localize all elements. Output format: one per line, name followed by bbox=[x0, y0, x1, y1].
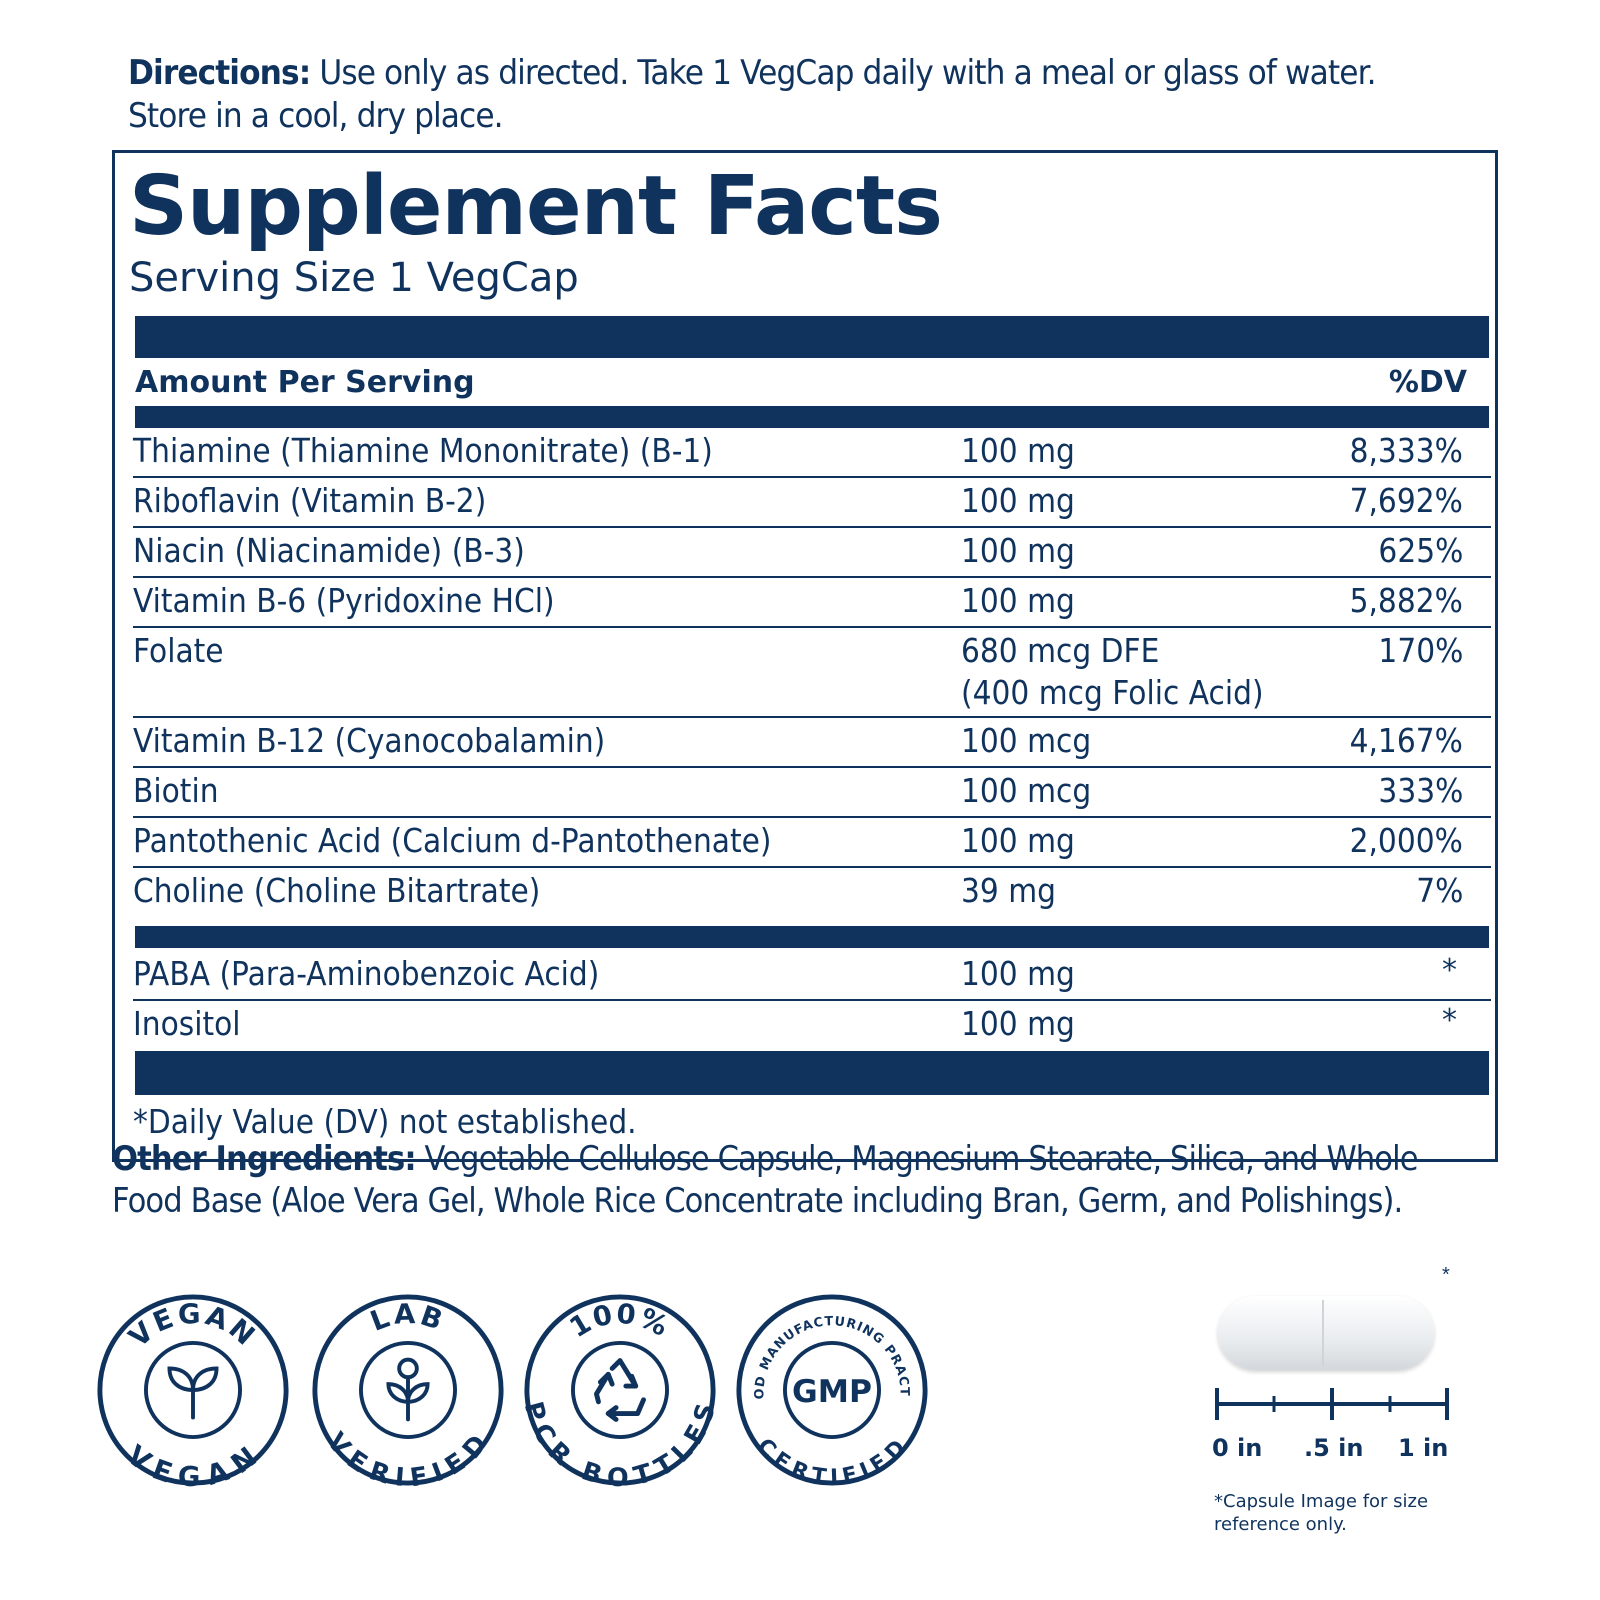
nutrient-row: Riboflavin (Vitamin B-2) 100 mg 7,692% bbox=[133, 478, 1491, 528]
folate-amount-dfe: 680 mcg DFE bbox=[961, 631, 1160, 670]
nutrient-amount: 100 mg bbox=[961, 954, 1075, 993]
nutrient-row: PABA (Para-Aminobenzoic Acid) 100 mg * bbox=[133, 951, 1491, 1001]
size-ruler bbox=[1215, 1388, 1449, 1420]
supplement-facts-panel: Supplement Facts Serving Size 1 VegCap A… bbox=[112, 150, 1498, 1162]
dv-footnote: *Daily Value (DV) not established. bbox=[133, 1102, 637, 1141]
svg-text:VEGAN: VEGAN bbox=[124, 1299, 263, 1354]
capsule-asterisk: * bbox=[1442, 1264, 1450, 1286]
nutrient-row: Thiamine (Thiamine Mononitrate) (B-1) 10… bbox=[133, 428, 1491, 478]
divider-bar-top bbox=[135, 316, 1489, 358]
nutrient-dv: 4,167% bbox=[1349, 721, 1463, 760]
gmp-center-text: GMP bbox=[792, 1374, 872, 1410]
sprout-icon bbox=[167, 1366, 219, 1420]
nutrient-amount: 680 mcg DFE (400 mcg Folic Acid) bbox=[961, 630, 1264, 714]
other-ingredients-body: Vegetable Cellulose Capsule, Magnesium S… bbox=[112, 1139, 1419, 1221]
amount-per-serving-header: Amount Per Serving bbox=[135, 365, 475, 400]
pcr-bottles-badge: 100% PCR BOTTLES bbox=[518, 1292, 720, 1493]
nutrient-name: Choline (Choline Bitartrate) bbox=[133, 871, 541, 910]
nutrient-name: Biotin bbox=[133, 771, 219, 810]
vegan-badge: VEGAN VEGAN bbox=[95, 1292, 291, 1493]
nutrient-amount: 100 mg bbox=[961, 481, 1075, 520]
nutrient-row: Pantothenic Acid (Calcium d-Pantothenate… bbox=[133, 818, 1491, 868]
nutrient-row: Folate 680 mcg DFE (400 mcg Folic Acid) 1… bbox=[133, 628, 1491, 718]
serving-size: Serving Size 1 VegCap bbox=[129, 255, 579, 301]
ruler-label-half: .5 in bbox=[1304, 1434, 1364, 1462]
nutrient-name: Inositol bbox=[133, 1004, 241, 1043]
nutrient-amount: 100 mg bbox=[961, 581, 1075, 620]
nutrient-dv: 8,333% bbox=[1349, 431, 1463, 470]
capsule-note: *Capsule Image for size reference only. bbox=[1214, 1491, 1429, 1535]
gmp-bottom-text: CERTIFIED bbox=[752, 1434, 910, 1490]
divider-bar-header bbox=[135, 406, 1489, 428]
nutrient-name: Folate bbox=[133, 631, 224, 670]
directions-label: Directions: bbox=[128, 53, 311, 93]
folate-amount-folic: (400 mcg Folic Acid) bbox=[961, 673, 1264, 712]
nutrient-dv: 170% bbox=[1378, 631, 1463, 670]
svg-text:CERTIFIED: CERTIFIED bbox=[752, 1434, 912, 1488]
nutrient-row: Vitamin B-6 (Pyridoxine HCl) 100 mg 5,88… bbox=[133, 578, 1491, 628]
nutrient-amount: 100 mg bbox=[961, 531, 1075, 570]
flask-sprout-icon bbox=[386, 1357, 430, 1422]
dv-not-established-mark: * bbox=[1442, 1003, 1457, 1038]
ruler-label-0: 0 in bbox=[1212, 1434, 1263, 1462]
capsule-seam bbox=[1322, 1300, 1324, 1366]
nutrient-row: Vitamin B-12 (Cyanocobalamin) 100 mcg 4,… bbox=[133, 718, 1491, 768]
nutrient-name: Vitamin B-12 (Cyanocobalamin) bbox=[133, 721, 606, 760]
directions-body: Use only as directed. Take 1 VegCap dail… bbox=[128, 53, 1377, 136]
nutrient-name: Niacin (Niacinamide) (B-3) bbox=[133, 531, 525, 570]
nutrient-name: Thiamine (Thiamine Mononitrate) (B-1) bbox=[133, 431, 713, 470]
nutrient-amount: 100 mcg bbox=[961, 721, 1092, 760]
nutrient-row: Niacin (Niacinamide) (B-3) 100 mg 625% bbox=[133, 528, 1491, 578]
nutrient-dv: 7% bbox=[1415, 871, 1463, 910]
nutrient-amount: 100 mg bbox=[961, 1004, 1075, 1043]
nutrient-amount: 100 mcg bbox=[961, 771, 1092, 810]
nutrient-dv: 2,000% bbox=[1349, 821, 1463, 860]
svg-text:VEGAN: VEGAN bbox=[121, 1440, 265, 1488]
nutrient-name: Pantothenic Acid (Calcium d-Pantothenate… bbox=[133, 821, 772, 860]
nutrient-amount: 100 mg bbox=[961, 431, 1075, 470]
nutrient-amount: 39 mg bbox=[961, 871, 1057, 910]
vegan-bottom-text: VEGAN bbox=[121, 1440, 262, 1494]
nutrient-dv: 7,692% bbox=[1349, 481, 1463, 520]
dv-not-established-mark: * bbox=[1442, 953, 1457, 988]
nutrient-amount: 100 mg bbox=[961, 821, 1075, 860]
nutrient-name: Riboflavin (Vitamin B-2) bbox=[133, 481, 487, 520]
other-ingredients-label: Other Ingredients: bbox=[112, 1139, 417, 1179]
capsule-image bbox=[1218, 1296, 1434, 1370]
recycle-icon bbox=[594, 1358, 646, 1422]
nutrient-row: Choline (Choline Bitartrate) 39 mg 7% bbox=[133, 868, 1491, 916]
directions-text: Directions: Use only as directed. Take 1… bbox=[128, 52, 1379, 138]
svg-text:LAB: LAB bbox=[366, 1299, 449, 1338]
other-ingredients: Other Ingredients: Vegetable Cellulose C… bbox=[112, 1138, 1444, 1222]
gmp-certified-badge: GOOD MANUFACTURING PRACTICE CERTIFIED GM… bbox=[728, 1281, 930, 1490]
dv-header: %DV bbox=[1388, 365, 1467, 400]
nutrient-list-no-dv: PABA (Para-Aminobenzoic Acid) 100 mg * I… bbox=[133, 951, 1491, 1049]
nutrient-name: Vitamin B-6 (Pyridoxine HCl) bbox=[133, 581, 555, 620]
nutrient-dv: 625% bbox=[1378, 531, 1463, 570]
nutrient-row: Inositol 100 mg * bbox=[133, 1001, 1491, 1049]
ruler-label-1: 1 in bbox=[1398, 1434, 1449, 1462]
lab-top-text: LAB bbox=[366, 1299, 446, 1338]
nutrient-list: Thiamine (Thiamine Mononitrate) (B-1) 10… bbox=[133, 428, 1491, 916]
divider-bar-bottom bbox=[135, 1051, 1489, 1095]
nutrient-name: PABA (Para-Aminobenzoic Acid) bbox=[133, 954, 600, 993]
vegan-top-text: VEGAN bbox=[124, 1299, 260, 1354]
divider-bar-middle bbox=[135, 926, 1489, 948]
lab-verified-badge: LAB VERIFIED bbox=[310, 1292, 506, 1493]
nutrient-dv: 333% bbox=[1378, 771, 1463, 810]
facts-title: Supplement Facts bbox=[129, 159, 943, 254]
nutrient-row: Biotin 100 mcg 333% bbox=[133, 768, 1491, 818]
nutrient-dv: 5,882% bbox=[1349, 581, 1463, 620]
